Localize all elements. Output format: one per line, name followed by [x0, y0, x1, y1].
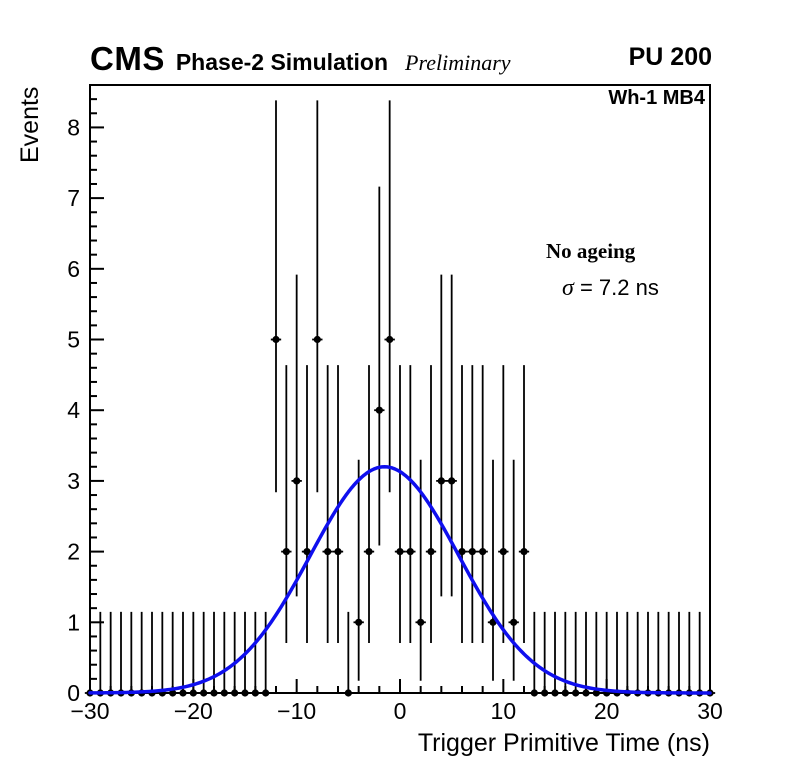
data-point [179, 689, 187, 697]
tick-label: 3 [67, 468, 80, 494]
data-point [541, 689, 549, 697]
tick-label: 4 [67, 397, 80, 423]
data-point [386, 335, 394, 344]
data-point [220, 689, 228, 697]
data-point [406, 548, 414, 556]
x-axis-title: Trigger Primitive Time (ns) [417, 729, 710, 757]
sigma-label: σ = 7.2 ns [562, 275, 659, 302]
tick-label: 30 [697, 698, 723, 724]
data-point [582, 689, 590, 697]
sigma-symbol: σ [562, 275, 574, 301]
data-point [427, 548, 435, 556]
chamber-label: Wh-1 MB4 [608, 87, 705, 109]
tick-label: 5 [67, 327, 80, 353]
data-point [365, 548, 373, 556]
data-point [448, 477, 456, 485]
data-point [303, 548, 311, 556]
data-point [293, 477, 301, 485]
tick-label: 6 [67, 256, 80, 282]
preliminary-label: Preliminary [405, 50, 511, 75]
data-points [86, 335, 714, 697]
error-bars [84, 100, 716, 694]
data-point [241, 689, 249, 697]
phase2-simulation-label: Phase-2 Simulation [175, 49, 389, 75]
data-point [334, 548, 342, 556]
data-point [375, 406, 383, 414]
tick-label: 10 [491, 698, 517, 724]
tick-label: 2 [67, 539, 80, 565]
data-point [210, 689, 218, 697]
tick-label: −20 [174, 698, 213, 724]
tick-label: 1 [67, 609, 80, 635]
y-axis: 0 1 2 3 4 5 6 7 8 [67, 84, 104, 706]
data-point [510, 618, 518, 626]
y-axis-title: Events [16, 86, 44, 163]
ageing-label: No ageing [546, 239, 636, 263]
data-point [561, 689, 569, 697]
data-point [231, 689, 239, 697]
data-point [551, 689, 559, 697]
sigma-value: = 7.2 ns [573, 275, 659, 300]
data-point [355, 618, 363, 626]
data-point [344, 689, 352, 697]
data-point [282, 548, 290, 556]
tick-label: 7 [67, 185, 80, 211]
pileup-label: PU 200 [628, 43, 712, 71]
data-point [272, 335, 280, 344]
data-point [169, 689, 177, 697]
data-point [324, 548, 332, 556]
header: CMS Phase-2 Simulation Preliminary [90, 40, 511, 78]
data-point [200, 689, 208, 697]
data-point [530, 689, 538, 697]
tick-label: −10 [277, 698, 316, 724]
data-point [262, 689, 270, 697]
data-point [499, 548, 507, 556]
data-point [437, 477, 445, 485]
data-point [417, 618, 425, 626]
tick-label: −30 [70, 698, 109, 724]
tick-label: 0 [67, 680, 80, 706]
data-point [479, 548, 487, 556]
tick-label: 0 [394, 698, 407, 724]
data-point [313, 335, 321, 344]
fit-curve [88, 465, 712, 695]
data-point [189, 689, 197, 697]
tick-label: 8 [67, 114, 80, 140]
tick-label: 20 [594, 698, 620, 724]
data-point [251, 689, 259, 697]
data-point [396, 548, 404, 556]
data-point [592, 689, 600, 697]
x-axis: −30 −20 −10 0 10 20 30 [70, 679, 723, 724]
data-point [520, 548, 528, 556]
data-point [572, 689, 580, 697]
data-point [468, 548, 476, 556]
cms-label: CMS [90, 40, 165, 77]
data-point [458, 548, 466, 556]
